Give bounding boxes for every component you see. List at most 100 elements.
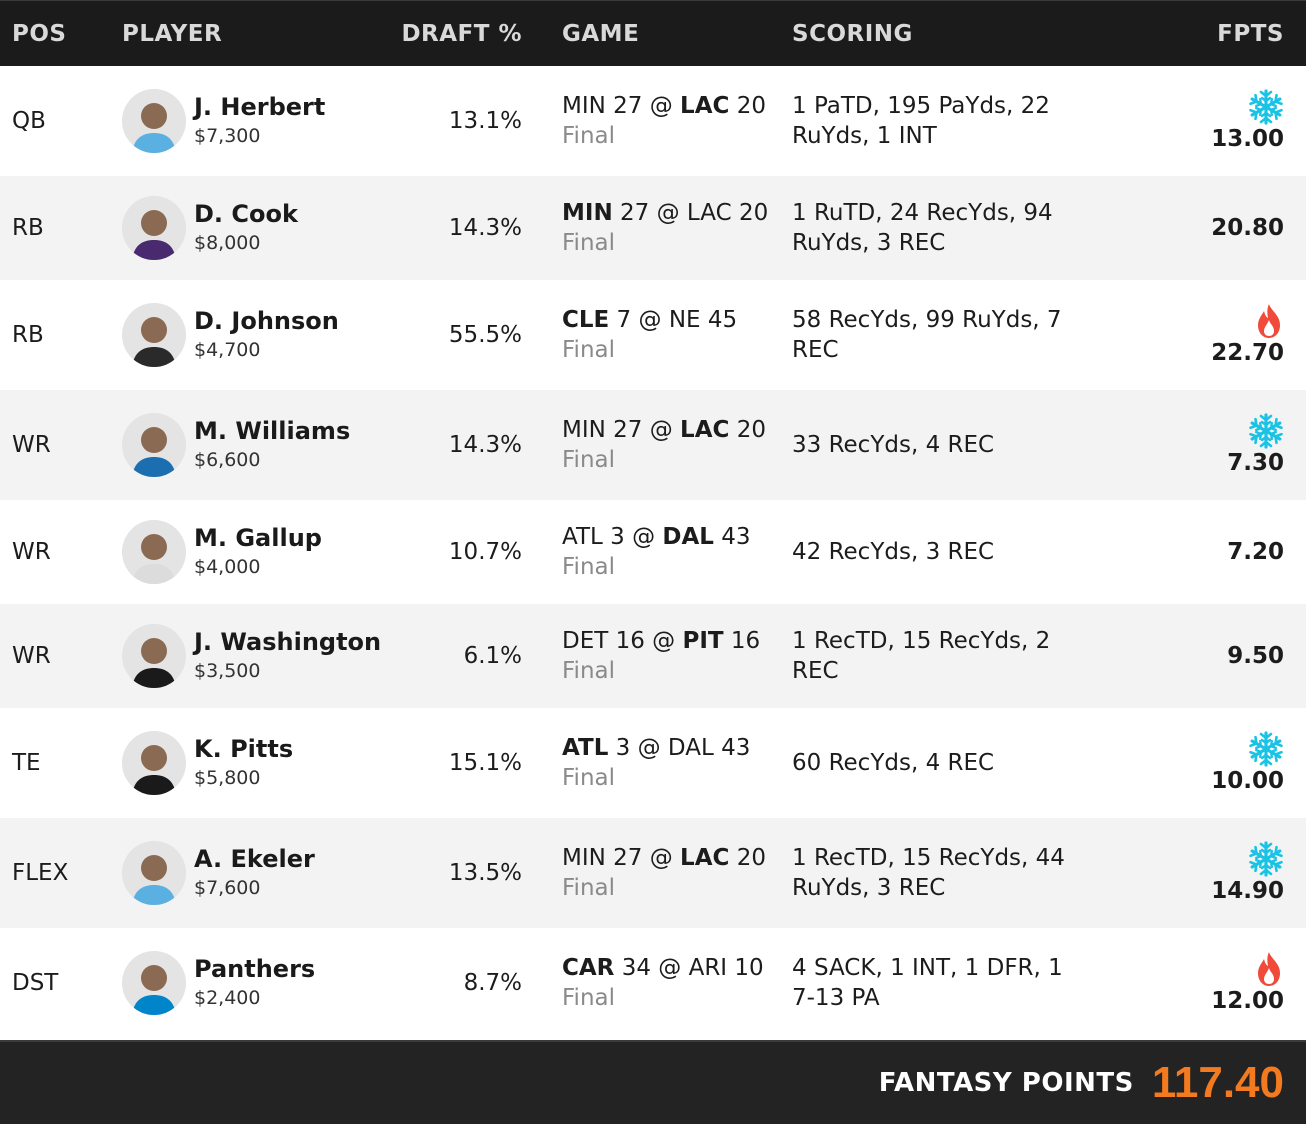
- player-salary: $8,000: [194, 232, 261, 254]
- table-row[interactable]: WR M. Williams $6,600 14.3% MIN 27 @ LAC 20…: [0, 390, 1306, 500]
- fpts-value: 7.30: [1227, 450, 1284, 476]
- player-name[interactable]: J. Washington: [194, 628, 382, 656]
- player-avatar[interactable]: [122, 520, 186, 584]
- table-row[interactable]: FLEX A. Ekeler $7,600 13.5% MIN 27 @ LAC 20…: [0, 818, 1306, 928]
- draft-percent: 14.3%: [448, 215, 522, 241]
- table-row[interactable]: WR M. Gallup $4,000 10.7% ATL 3 @ DAL 43 Fin…: [0, 500, 1306, 604]
- fpts-value: 13.00: [1211, 126, 1284, 152]
- fpts-value: 10.00: [1211, 768, 1284, 794]
- table-row[interactable]: DST Panthers $2,400 8.7% CAR 34 @ ARI 10 Fin…: [0, 928, 1306, 1038]
- player-salary: $3,500: [194, 660, 261, 682]
- draft-percent: 15.1%: [448, 750, 522, 776]
- fpts-value: 7.20: [1227, 539, 1284, 565]
- position-cell: RB: [12, 322, 44, 348]
- draft-percent: 13.5%: [448, 860, 522, 886]
- game-status: Final: [562, 985, 616, 1011]
- game-status: Final: [562, 765, 616, 791]
- position-cell: WR: [12, 539, 51, 565]
- header-game[interactable]: GAME: [562, 20, 640, 47]
- header-draft[interactable]: DRAFT %: [401, 20, 522, 47]
- player-avatar[interactable]: [122, 841, 186, 905]
- fantasy-points-total: 117.40: [1151, 1058, 1284, 1107]
- scoring-cell: 1 RuTD, 24 RecYds, 94 RuYds, 3 REC: [792, 200, 1053, 256]
- fpts-cell: 20.80: [1106, 214, 1306, 242]
- scoring-cell: 42 RecYds, 3 REC: [792, 539, 995, 565]
- player-avatar[interactable]: [122, 89, 186, 153]
- player-avatar[interactable]: [122, 196, 186, 260]
- fpts-value: 22.70: [1211, 340, 1284, 366]
- table-row[interactable]: RB D. Cook $8,000 14.3% MIN 27 @ LAC 20 Fina…: [0, 176, 1306, 280]
- player-name[interactable]: J. Herbert: [194, 93, 326, 121]
- player-salary: $4,700: [194, 339, 261, 361]
- table-row[interactable]: TE K. Pitts $5,800 15.1% ATL 3 @ DAL 43 Fina…: [0, 708, 1306, 818]
- game-cell: CAR 34 @ ARI 10 Final: [522, 953, 792, 1013]
- position-cell: DST: [12, 970, 59, 996]
- header-player[interactable]: PLAYER: [122, 20, 223, 47]
- fantasy-points-label: FANTASY POINTS: [878, 1068, 1134, 1098]
- player-cell[interactable]: M. Gallup $4,000: [122, 520, 394, 584]
- draft-percent: 14.3%: [448, 432, 522, 458]
- table-row[interactable]: RB D. Johnson $4,700 55.5% CLE 7 @ NE 45 Fin…: [0, 280, 1306, 390]
- player-name[interactable]: D. Johnson: [194, 307, 339, 335]
- scoring-cell: 1 RecTD, 15 RecYds, 44 RuYds, 3 REC: [792, 845, 1065, 901]
- position-cell: QB: [12, 108, 46, 134]
- game-cell: MIN 27 @ LAC 20 Final: [522, 415, 792, 475]
- player-avatar[interactable]: [122, 303, 186, 367]
- fpts-value: 9.50: [1227, 643, 1284, 669]
- game-status: Final: [562, 447, 616, 473]
- snowflake-icon: [1248, 731, 1284, 767]
- player-cell[interactable]: A. Ekeler $7,600: [122, 841, 394, 905]
- scoring-cell: 58 RecYds, 99 RuYds, 7 REC: [792, 307, 1062, 363]
- game-score: MIN 27 @ LAC 20: [562, 200, 769, 226]
- player-avatar[interactable]: [122, 413, 186, 477]
- fpts-cell: 22.70: [1106, 303, 1306, 367]
- table-row[interactable]: WR J. Washington $3,500 6.1% DET 16 @ PIT 1…: [0, 604, 1306, 708]
- player-cell[interactable]: D. Cook $8,000: [122, 196, 394, 260]
- game-score: ATL 3 @ DAL 43: [562, 735, 751, 761]
- game-cell: CLE 7 @ NE 45 Final: [522, 305, 792, 365]
- player-salary: $7,300: [194, 125, 261, 147]
- player-name[interactable]: K. Pitts: [194, 735, 294, 763]
- player-cell[interactable]: D. Johnson $4,700: [122, 303, 394, 367]
- position-cell: FLEX: [12, 860, 69, 886]
- game-cell: DET 16 @ PIT 16 Final: [522, 626, 792, 686]
- table-header: POS PLAYER DRAFT % GAME SCORING FPTS: [0, 0, 1306, 66]
- snowflake-icon: [1248, 89, 1284, 125]
- game-score: CLE 7 @ NE 45: [562, 307, 738, 333]
- game-cell: MIN 27 @ LAC 20 Final: [522, 91, 792, 151]
- fpts-cell: 13.00: [1106, 89, 1306, 153]
- header-fpts[interactable]: FPTS: [1217, 20, 1284, 47]
- player-name[interactable]: A. Ekeler: [194, 845, 315, 873]
- player-avatar[interactable]: [122, 624, 186, 688]
- player-salary: $2,400: [194, 987, 261, 1009]
- scoring-cell: 60 RecYds, 4 REC: [792, 750, 995, 776]
- game-status: Final: [562, 658, 616, 684]
- game-cell: ATL 3 @ DAL 43 Final: [522, 522, 792, 582]
- player-name[interactable]: M. Gallup: [194, 524, 322, 552]
- player-cell[interactable]: J. Herbert $7,300: [122, 89, 394, 153]
- player-cell[interactable]: K. Pitts $5,800: [122, 731, 394, 795]
- player-salary: $4,000: [194, 556, 261, 578]
- player-cell[interactable]: J. Washington $3,500: [122, 624, 394, 688]
- player-cell[interactable]: M. Williams $6,600: [122, 413, 394, 477]
- player-avatar[interactable]: [122, 951, 186, 1015]
- position-cell: TE: [12, 750, 41, 776]
- fpts-value: 14.90: [1211, 878, 1284, 904]
- player-name[interactable]: Panthers: [194, 955, 316, 983]
- draft-percent: 8.7%: [463, 970, 522, 996]
- player-name[interactable]: M. Williams: [194, 417, 351, 445]
- footer-bar: FANTASY POINTS 117.40: [0, 1040, 1306, 1124]
- scoring-cell: 4 SACK, 1 INT, 1 DFR, 1 7-13 PA: [792, 955, 1063, 1011]
- game-status: Final: [562, 230, 616, 256]
- fpts-cell: 9.50: [1106, 642, 1306, 670]
- game-status: Final: [562, 554, 616, 580]
- draft-percent: 6.1%: [463, 643, 522, 669]
- header-pos[interactable]: POS: [12, 20, 67, 47]
- game-score: DET 16 @ PIT 16: [562, 628, 761, 654]
- player-avatar[interactable]: [122, 731, 186, 795]
- table-row[interactable]: QB J. Herbert $7,300 13.1% MIN 27 @ LAC 20 F…: [0, 66, 1306, 176]
- scoring-cell: 1 RecTD, 15 RecYds, 2 REC: [792, 628, 1051, 684]
- player-name[interactable]: D. Cook: [194, 200, 298, 228]
- player-cell[interactable]: Panthers $2,400: [122, 951, 394, 1015]
- header-scoring[interactable]: SCORING: [792, 20, 913, 47]
